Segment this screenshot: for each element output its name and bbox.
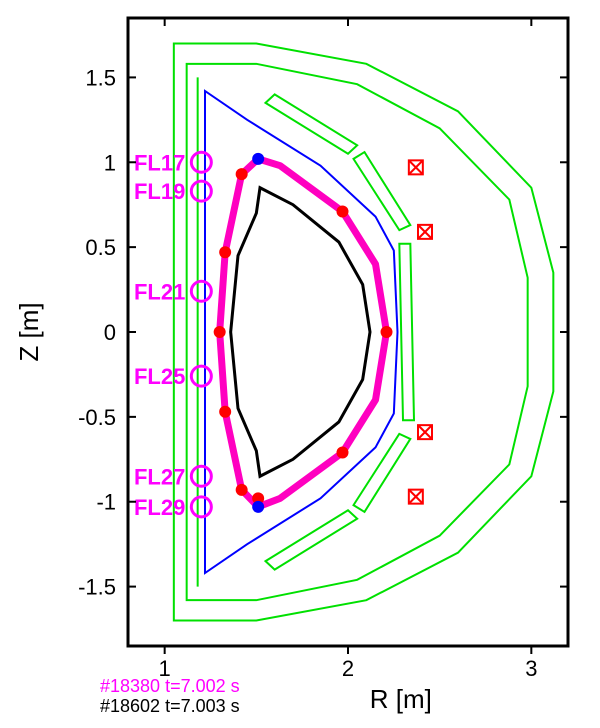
control-point-red	[337, 205, 349, 217]
ytick-label: 1	[104, 150, 116, 175]
xtick-label: 2	[342, 656, 354, 681]
control-point-red	[219, 246, 231, 258]
ytick-label: -1	[96, 490, 116, 515]
control-point-red	[219, 406, 231, 418]
cross-section-chart: FL17 FL19 FL21 FL25 FL27 FL29 1 2 3 -1.5 -1 -0.5 0 0.…	[0, 0, 600, 728]
control-point-red	[381, 326, 393, 338]
ytick-label: -0.5	[78, 405, 116, 430]
plot-background	[128, 18, 568, 646]
ytick-label: -1.5	[78, 575, 116, 600]
fl-marker-label: FL17	[134, 150, 185, 175]
control-point-red	[337, 447, 349, 459]
fl-marker-label: FL25	[134, 364, 185, 389]
control-point-blue	[252, 153, 264, 165]
control-point-red	[214, 326, 226, 338]
ytick-label: 1.5	[85, 65, 116, 90]
ytick-label: 0	[104, 320, 116, 345]
control-point-red	[236, 168, 248, 180]
fl-marker-label: FL29	[134, 495, 185, 520]
fl-marker-label: FL21	[134, 279, 185, 304]
control-point-red	[236, 484, 248, 496]
xtick-label: 3	[525, 656, 537, 681]
fl-marker-label: FL27	[134, 464, 185, 489]
fl-marker-label: FL19	[134, 179, 185, 204]
xlabel: R [m]	[370, 684, 432, 714]
ylabel: Z [m]	[14, 302, 44, 361]
control-point-blue	[252, 501, 264, 513]
ytick-label: 0.5	[85, 235, 116, 260]
legend-entry: #18602 t=7.003 s	[100, 696, 240, 716]
chart-svg: FL17 FL19 FL21 FL25 FL27 FL29 1 2 3 -1.5 -1 -0.5 0 0.…	[0, 0, 600, 728]
legend-entry: #18380 t=7.002 s	[100, 676, 240, 696]
